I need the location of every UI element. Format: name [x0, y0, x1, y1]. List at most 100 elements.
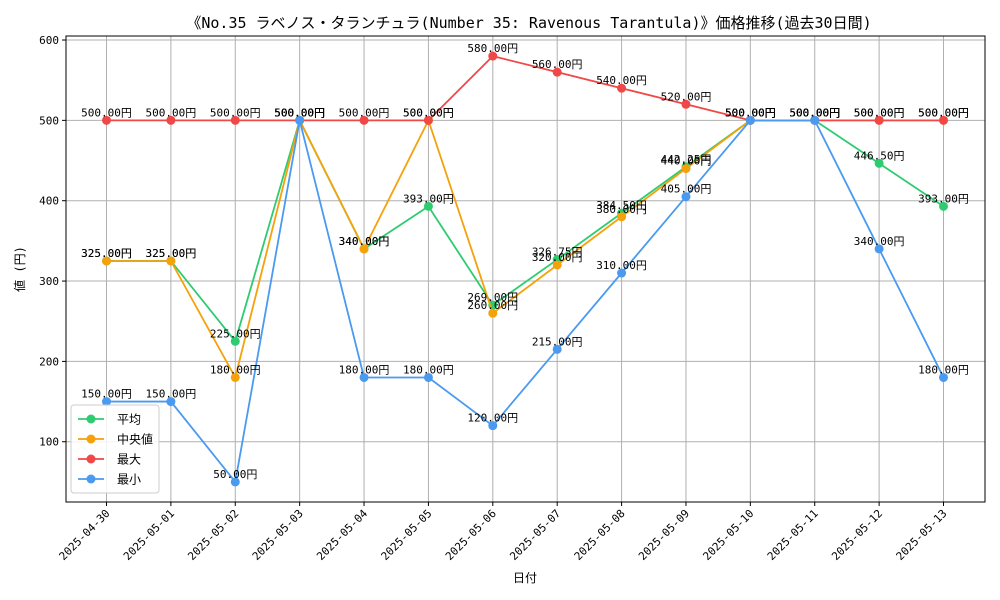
data-label: 500.00円 [725, 106, 776, 119]
data-label: 500.00円 [725, 106, 776, 119]
data-point [166, 115, 176, 125]
data-label: 180.00円 [918, 363, 969, 376]
data-label: 393.00円 [403, 192, 454, 205]
y-tick-label: 400 [39, 195, 59, 208]
data-point [617, 212, 627, 222]
data-label: 500.00円 [146, 106, 197, 119]
x-tick-label: 2025-05-13 [894, 507, 950, 563]
data-point [102, 397, 111, 407]
chart-title: 《No.35 ラベノス・タランチュラ(Number 35: Ravenous T… [186, 14, 871, 32]
data-point [552, 260, 562, 270]
data-label: 325.00円 [146, 247, 197, 260]
x-tick-label: 2025-05-06 [443, 507, 499, 563]
data-point [939, 115, 948, 125]
data-label: 325.00円 [81, 247, 132, 260]
data-point [617, 83, 627, 93]
x-tick-label: 2025-05-09 [636, 507, 692, 563]
y-axis-label: 値 (円) [12, 246, 27, 292]
data-label: 320.00円 [532, 251, 583, 264]
x-tick-label: 2025-05-01 [121, 507, 177, 563]
y-axis-ticks: 100 200 300 400 500 600 [39, 34, 66, 449]
data-label: 560.00円 [532, 58, 583, 71]
data-label: 120.00円 [467, 412, 518, 425]
data-label: 500.00円 [918, 106, 969, 119]
y-tick-label: 600 [39, 34, 59, 47]
legend-marker [86, 414, 96, 424]
data-label: 440.00円 [661, 155, 712, 168]
data-point [681, 99, 691, 109]
data-label: 580.00円 [467, 42, 518, 55]
data-label: 384.50円 [596, 199, 647, 212]
data-label: 500.00円 [274, 106, 325, 119]
data-label: 500.00円 [789, 106, 840, 119]
data-point [874, 244, 884, 254]
data-point [681, 164, 691, 174]
data-point [166, 256, 176, 266]
data-label: 340.00円 [854, 235, 905, 248]
data-label: 310.00円 [596, 259, 647, 272]
data-point [617, 268, 627, 278]
data-label: 50.00円 [213, 468, 257, 481]
data-label: 180.00円 [403, 363, 454, 376]
data-point [295, 115, 305, 125]
data-point [552, 344, 562, 354]
data-point [359, 244, 369, 254]
data-label: 340.00円 [339, 235, 390, 248]
data-label: 500.00円 [789, 106, 840, 119]
data-point [488, 308, 498, 318]
series-line [106, 119, 945, 485]
data-label: 500.00円 [725, 106, 776, 119]
x-tick-label: 2025-05-12 [829, 507, 885, 563]
data-point [230, 336, 240, 346]
legend-marker [86, 434, 96, 444]
data-point [939, 201, 948, 211]
data-label: 326.75円 [532, 246, 583, 259]
data-point [810, 115, 820, 125]
data-label: 446.50円 [854, 149, 905, 162]
x-tick-label: 2025-05-05 [379, 507, 435, 563]
data-label: 442.25円 [661, 153, 712, 166]
data-label: 500.00円 [339, 106, 390, 119]
legend-box [70, 404, 160, 494]
x-tick-label: 2025-05-04 [314, 507, 370, 563]
x-axis-ticks: 2025-04-30 2025-05-01 2025-05-02 2025-05-03… [57, 502, 950, 563]
x-tick-label: 2025-05-11 [765, 507, 821, 563]
data-label: 500.00円 [274, 106, 325, 119]
data-label: 150.00円 [81, 388, 132, 401]
data-label: 325.00円 [81, 247, 132, 260]
x-axis-label: 日付 [513, 571, 537, 585]
data-point [423, 372, 433, 382]
data-label: 325.00円 [146, 247, 197, 260]
data-point [166, 397, 176, 407]
data-point [552, 67, 562, 77]
data-point [359, 372, 369, 382]
y-tick-label: 200 [39, 355, 59, 368]
data-point [230, 372, 240, 382]
data-point [102, 115, 111, 125]
series-line [106, 117, 944, 344]
data-label: 500.00円 [274, 106, 325, 119]
y-tick-label: 100 [39, 436, 59, 449]
y-tick-label: 300 [39, 275, 59, 288]
y-tick-label: 500 [39, 114, 59, 127]
plot-frame [65, 35, 986, 503]
data-label: 180.00円 [339, 363, 390, 376]
data-point [488, 51, 498, 61]
data-label: 225.00円 [210, 327, 261, 340]
data-point [423, 115, 433, 125]
legend-marker [86, 454, 96, 464]
x-tick-label: 2025-05-08 [572, 507, 628, 563]
grid-lines [66, 36, 985, 502]
data-point [102, 256, 111, 266]
x-tick-label: 2025-05-03 [250, 507, 306, 563]
series-lines [102, 51, 948, 487]
data-label: 405.00円 [661, 183, 712, 196]
data-label: 215.00円 [532, 335, 583, 348]
data-label: 500.00円 [274, 106, 325, 119]
data-label: 500.00円 [789, 106, 840, 119]
data-label: 500.00円 [854, 106, 905, 119]
data-label: 520.00円 [661, 90, 712, 103]
legend-label: 最大 [117, 453, 141, 467]
data-point [423, 201, 433, 211]
